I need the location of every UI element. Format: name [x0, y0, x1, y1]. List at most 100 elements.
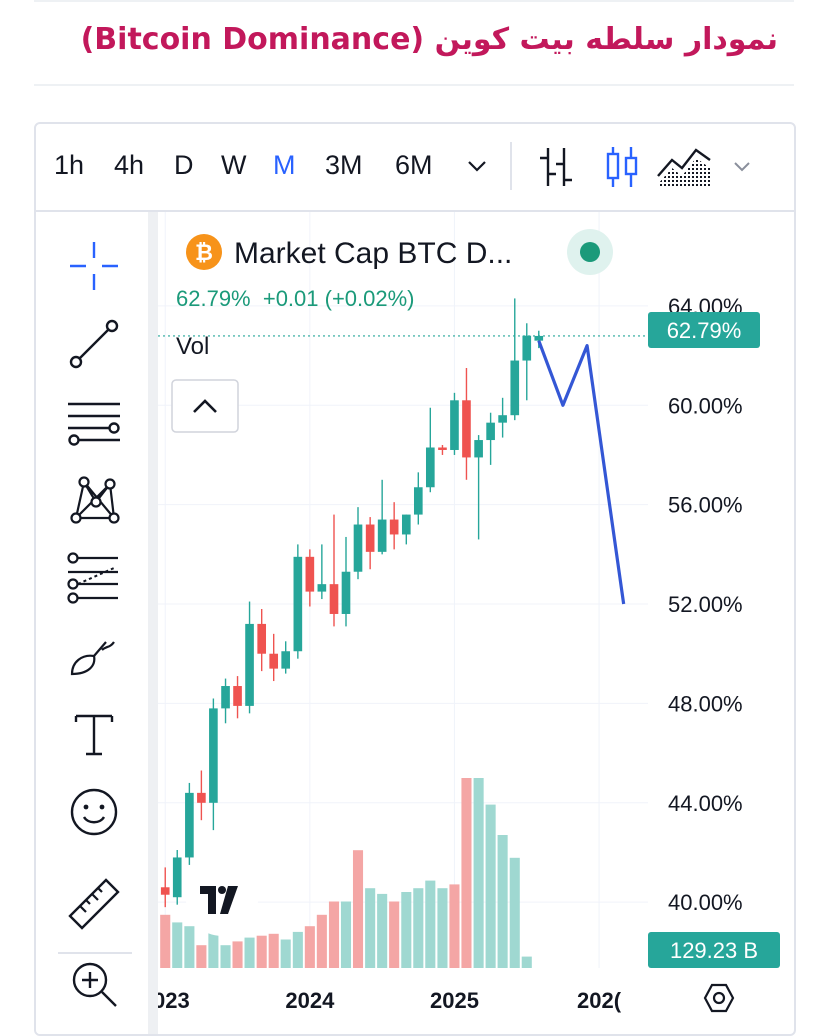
- crosshair-icon[interactable]: [66, 238, 122, 294]
- volume-bar: [244, 937, 255, 968]
- fib-icon[interactable]: [66, 550, 122, 606]
- candle-body: [353, 524, 363, 572]
- y-axis: 64.00%60.00%56.00%52.00%48.00%44.00%40.0…: [668, 294, 743, 915]
- volume-bar: [485, 804, 496, 968]
- price-label-box: [648, 312, 760, 348]
- volume-bar: [172, 922, 183, 968]
- chart-canvas[interactable]: 64.00%60.00%56.00%52.00%48.00%44.00%40.0…: [158, 212, 794, 1034]
- market-status-icon: [580, 242, 600, 262]
- ruler-icon[interactable]: [66, 876, 122, 932]
- timeframe-4h[interactable]: 4h: [114, 150, 145, 180]
- emoji-icon[interactable]: [66, 784, 122, 840]
- x-tick-label: 2023: [158, 988, 190, 1013]
- candle-body: [160, 887, 170, 895]
- candle-body: [401, 514, 411, 535]
- y-tick-label: 52.00%: [668, 592, 743, 617]
- volume-bar: [184, 926, 195, 968]
- candle-body: [269, 653, 279, 669]
- volume-bar: [196, 945, 207, 968]
- x-tick-label: 2025: [430, 988, 479, 1013]
- volume-bar: [461, 778, 472, 968]
- y-tick-label: 44.00%: [668, 791, 743, 816]
- title-divider: [34, 84, 794, 86]
- candle-body: [534, 335, 544, 341]
- candle-body: [389, 519, 399, 535]
- candle-body: [474, 440, 483, 458]
- candles: [160, 298, 544, 908]
- candle-body: [185, 792, 194, 858]
- volume-bar: [352, 850, 364, 968]
- bar-chart-icon[interactable]: [536, 144, 576, 190]
- volume-bar: [425, 880, 436, 968]
- drawing-toolbar: [36, 212, 148, 1034]
- text-icon[interactable]: [66, 706, 122, 762]
- candle-body: [425, 447, 435, 488]
- vol-label: Vol: [176, 333, 209, 360]
- candle-body: [365, 524, 375, 552]
- candle-body: [172, 857, 182, 898]
- candle-body: [317, 584, 327, 592]
- toolbar: 1h 4h D W M 3M 6M: [36, 124, 794, 212]
- candle-body: [233, 686, 242, 706]
- volume-bar: [160, 914, 171, 968]
- volume-bar: [280, 939, 291, 968]
- horizontal-lines-icon[interactable]: [66, 394, 122, 450]
- settings-gear-icon[interactable]: [703, 983, 735, 1013]
- trend-line-icon[interactable]: [66, 316, 122, 372]
- candle-body: [377, 519, 387, 552]
- timeframe-3m[interactable]: 3M: [325, 150, 363, 180]
- volume-bar: [304, 926, 315, 968]
- volume-bar: [473, 778, 484, 968]
- candle-body: [438, 447, 447, 450]
- volume-bar: [449, 884, 460, 968]
- candle-body: [221, 686, 230, 709]
- candle-body: [305, 556, 315, 592]
- volume-bar: [497, 835, 508, 968]
- volume-bar: [437, 888, 448, 968]
- volume-label: 129.23 B: [670, 938, 758, 963]
- candle-body: [413, 487, 423, 515]
- volume-bar: [328, 901, 340, 968]
- volume-bar: [365, 888, 376, 968]
- zoom-in-icon[interactable]: [66, 956, 122, 1012]
- candle-body: [522, 335, 532, 361]
- top-divider: [34, 0, 794, 2]
- timeframe-m[interactable]: M: [273, 150, 296, 180]
- candlestick-icon[interactable]: [602, 144, 642, 190]
- candle-body: [450, 400, 459, 450]
- grid: [158, 212, 648, 968]
- y-tick-label: 60.00%: [668, 393, 743, 418]
- bitcoin-logo-glyph: ₿: [195, 240, 213, 265]
- timeframe-d[interactable]: D: [174, 150, 194, 180]
- chevron-down-icon[interactable]: [730, 154, 754, 178]
- pattern-icon[interactable]: [66, 472, 122, 528]
- volume-bar: [292, 931, 303, 968]
- volume-bar: [377, 893, 388, 968]
- area-chart-icon[interactable]: [656, 144, 712, 190]
- sidebar-divider: [58, 952, 132, 954]
- timeframe-1h[interactable]: 1h: [54, 150, 85, 180]
- brush-icon[interactable]: [66, 628, 122, 684]
- candle-body: [209, 708, 218, 803]
- volume-bars: [160, 778, 532, 968]
- y-tick-label: 40.00%: [668, 890, 743, 915]
- page-title: نمودار سلطه بیت کوین (Bitcoin Dominance): [80, 22, 778, 57]
- change-text: 62.79% +0.01 (+0.02%): [176, 286, 415, 311]
- collapse-button[interactable]: [171, 379, 239, 433]
- candle-body: [498, 415, 507, 423]
- chevron-down-icon[interactable]: [464, 154, 490, 178]
- x-tick-label: 202(: [577, 988, 622, 1013]
- candle-body: [462, 400, 471, 458]
- volume-bar: [220, 945, 231, 968]
- candle-body: [486, 422, 495, 441]
- timeframe-6m[interactable]: 6M: [395, 150, 433, 180]
- timeframe-w[interactable]: W: [221, 150, 247, 180]
- candle-body: [510, 360, 520, 416]
- y-tick-label: 48.00%: [668, 691, 743, 716]
- y-tick-label: 56.00%: [668, 493, 743, 518]
- projection-line: [537, 340, 626, 605]
- volume-bar: [316, 914, 327, 968]
- candle-body: [257, 623, 267, 654]
- toolbar-divider: [510, 142, 512, 190]
- tradingview-logo-icon: [200, 886, 238, 914]
